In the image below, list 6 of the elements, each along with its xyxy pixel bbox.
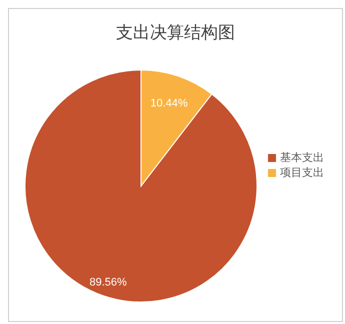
data-label: 10.44% <box>150 98 188 110</box>
pie-slice <box>24 70 258 302</box>
legend-label: 项目支出 <box>280 166 324 179</box>
chart-title: 支出决算结构图 <box>115 22 236 44</box>
data-label: 89.56% <box>89 276 127 289</box>
legend-label: 基本支出 <box>280 151 324 164</box>
